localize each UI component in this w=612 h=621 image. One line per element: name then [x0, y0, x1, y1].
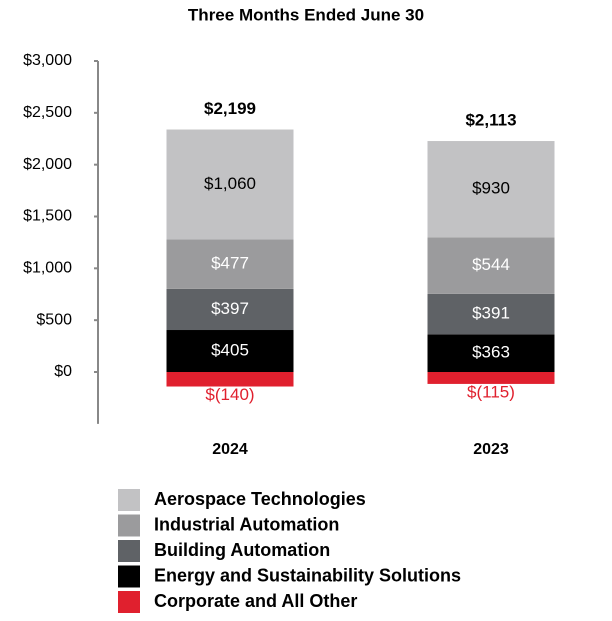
y-tick-label: $1,000 [23, 260, 72, 277]
value-label: $405 [211, 340, 249, 359]
y-tick-label: $2,000 [23, 156, 72, 173]
bar-segment [427, 141, 555, 238]
chart-title: Three Months Ended June 30 [188, 5, 424, 24]
y-tick-label: $0 [54, 363, 72, 380]
value-label: $391 [472, 304, 510, 323]
value-label: $1,060 [204, 174, 256, 193]
legend-label: Industrial Automation [154, 514, 339, 534]
value-label: $(140) [205, 385, 254, 404]
y-tick-label: $2,500 [23, 104, 72, 121]
legend-label: Building Automation [154, 540, 330, 560]
legend-label: Corporate and All Other [154, 591, 357, 611]
bar-segment [166, 330, 294, 372]
value-label: $544 [472, 255, 510, 274]
y-tick-label: $1,500 [23, 208, 72, 225]
value-label: $(115) [467, 382, 515, 401]
value-label: $477 [211, 254, 249, 273]
bar-segment [166, 372, 294, 387]
total-label: $2,113 [465, 111, 516, 130]
bar-segment [427, 237, 555, 294]
legend-swatch [118, 591, 140, 613]
bar-segment [166, 129, 294, 240]
legend-swatch [118, 540, 140, 562]
bar-segment [427, 372, 555, 384]
x-tick-label: 2024 [212, 441, 248, 458]
bar-segment [166, 239, 294, 289]
value-label: $930 [472, 179, 510, 198]
x-tick-label: 2023 [473, 441, 509, 458]
bar-segment [427, 334, 555, 372]
y-tick-label: $500 [36, 311, 72, 328]
value-label: $397 [211, 299, 249, 318]
total-label: $2,199 [204, 99, 256, 118]
legend-label: Energy and Sustainability Solutions [154, 565, 461, 585]
value-label: $363 [472, 343, 510, 362]
legend-swatch [118, 565, 140, 588]
legend-swatch [118, 514, 140, 537]
y-tick-label: $3,000 [23, 52, 72, 69]
legend-label: Aerospace Technologies [154, 489, 366, 509]
bar-segment [427, 293, 555, 335]
bar-segment [166, 288, 294, 331]
legend-swatch [118, 489, 140, 511]
